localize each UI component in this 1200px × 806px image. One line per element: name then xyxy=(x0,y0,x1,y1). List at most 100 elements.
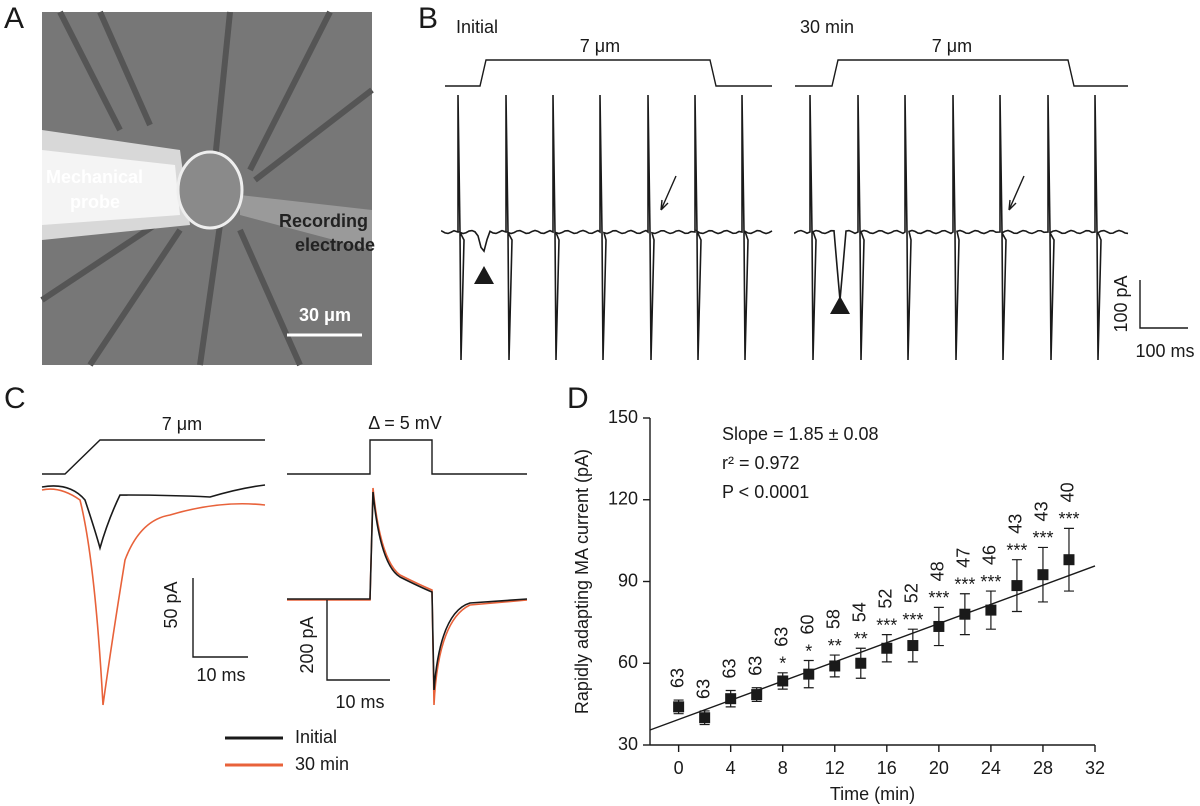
data-point xyxy=(855,657,867,669)
arrowhead-marker xyxy=(474,266,494,284)
n-label: 47 xyxy=(954,548,974,568)
x-tick-label: 32 xyxy=(1085,758,1105,778)
scale-label: 50 pA xyxy=(161,581,181,628)
n-label: 63 xyxy=(693,679,713,699)
significance: ** xyxy=(854,629,868,649)
significance: *** xyxy=(902,610,923,630)
significance: *** xyxy=(954,575,975,595)
current-trace xyxy=(41,488,266,706)
scale-label: 10 ms xyxy=(335,692,384,712)
significance: *** xyxy=(1032,528,1053,548)
current-trace xyxy=(287,491,528,691)
data-point xyxy=(777,675,789,687)
current-trace xyxy=(287,487,528,706)
significance: *** xyxy=(928,588,949,608)
x-tick-label: 4 xyxy=(726,758,736,778)
data-point xyxy=(1037,569,1049,581)
panel-b: Initial 30 min 7 μm 7 μm 100 pA 100 ms xyxy=(441,17,1195,361)
current-trace xyxy=(794,94,1129,361)
electrode-label: electrode xyxy=(295,235,375,255)
n-label: 63 xyxy=(667,668,687,688)
data-point xyxy=(1011,580,1023,592)
stimulus-trace xyxy=(795,59,1128,87)
n-label: 52 xyxy=(902,583,922,603)
n-label: 43 xyxy=(1006,514,1026,534)
scale-bar xyxy=(192,578,248,658)
significance: *** xyxy=(1058,509,1079,529)
arrow xyxy=(1008,175,1025,211)
panel-c: 7 μm Δ = 5 mV 50 pA 10 ms 200 pA 10 ms I… xyxy=(41,413,528,774)
n-label: 58 xyxy=(824,609,844,629)
annotation: P < 0.0001 xyxy=(722,482,809,502)
scale-label: 200 pA xyxy=(297,616,317,673)
probe-label: Mechanical xyxy=(46,167,143,187)
annotation: Slope = 1.85 ± 0.08 xyxy=(722,424,879,444)
annotation: r² = 0.972 xyxy=(722,453,800,473)
probe-core xyxy=(42,150,180,225)
n-label: 46 xyxy=(980,545,1000,565)
y-tick-label: 30 xyxy=(618,734,638,754)
cell xyxy=(176,150,244,230)
n-label: 52 xyxy=(876,589,896,609)
current-trace xyxy=(441,94,773,361)
x-axis-label: Time (min) xyxy=(830,784,915,804)
stimulus-trace xyxy=(42,439,265,475)
scale-bar xyxy=(326,600,390,681)
stimulus-trace xyxy=(445,59,772,87)
scale-bar xyxy=(1139,280,1188,329)
significance: *** xyxy=(876,615,897,635)
x-tick-label: 20 xyxy=(929,758,949,778)
scale-label: 30 μm xyxy=(299,305,351,325)
scale-label: 100 pA xyxy=(1111,275,1131,332)
n-label: 60 xyxy=(797,614,817,634)
n-label: 40 xyxy=(1058,482,1078,502)
data-point xyxy=(933,620,945,632)
y-tick-label: 90 xyxy=(618,570,638,590)
x-tick-label: 16 xyxy=(877,758,897,778)
panel-letter: C xyxy=(4,382,26,415)
y-axis-label: Rapidly adapting MA current (pA) xyxy=(572,449,592,714)
data-point xyxy=(1063,554,1075,566)
stimulus-label: 7 μm xyxy=(580,36,620,56)
significance: *** xyxy=(1006,540,1027,560)
x-tick-label: 28 xyxy=(1033,758,1053,778)
stimulus-label: 7 μm xyxy=(932,36,972,56)
condition-label: 30 min xyxy=(800,17,854,37)
legend-label: 30 min xyxy=(295,754,349,774)
data-point xyxy=(907,640,919,652)
significance: *** xyxy=(980,572,1001,592)
significance: * xyxy=(805,641,812,661)
panel-letter: D xyxy=(567,382,589,415)
condition-label: Initial xyxy=(456,17,498,37)
scale-label: 10 ms xyxy=(196,665,245,685)
panel-letter: A xyxy=(4,2,24,35)
n-label: 63 xyxy=(719,658,739,678)
probe-label: probe xyxy=(70,192,120,212)
data-point xyxy=(751,689,763,701)
x-tick-label: 0 xyxy=(674,758,684,778)
data-point xyxy=(673,701,685,713)
micrograph: Mechanical probe Recording electrode 30 … xyxy=(40,10,375,367)
significance: * xyxy=(779,654,786,674)
panel-letter: B xyxy=(418,2,438,35)
y-tick-label: 60 xyxy=(618,652,638,672)
y-tick-label: 120 xyxy=(608,489,638,509)
stimulus-label: Δ = 5 mV xyxy=(368,413,442,433)
y-tick-label: 150 xyxy=(608,407,638,427)
scale-label: 100 ms xyxy=(1135,341,1194,361)
significance: ** xyxy=(828,636,842,656)
stimulus-label: 7 μm xyxy=(162,414,202,434)
stimulus-trace xyxy=(287,439,527,475)
dendrites xyxy=(40,10,374,367)
x-tick-label: 8 xyxy=(778,758,788,778)
data-point xyxy=(959,608,971,620)
data-point xyxy=(829,660,841,672)
n-label: 63 xyxy=(745,656,765,676)
data-point xyxy=(725,693,737,705)
electrode-label: Recording xyxy=(279,211,368,231)
n-label: 43 xyxy=(1032,501,1052,521)
x-tick-label: 12 xyxy=(825,758,845,778)
n-label: 54 xyxy=(850,602,870,622)
